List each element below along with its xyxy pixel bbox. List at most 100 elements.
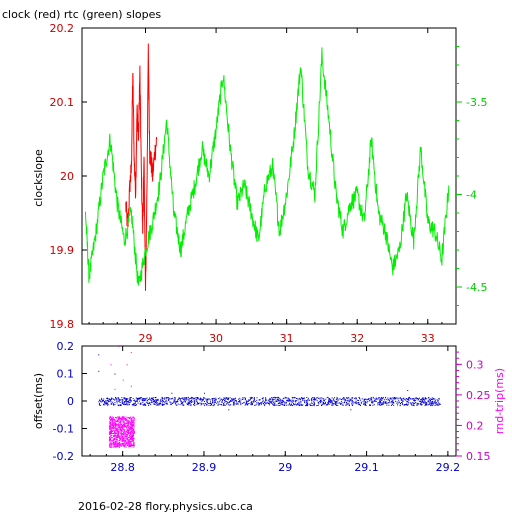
point-offset [313,401,315,403]
point-rnd-trip [122,440,124,442]
point-offset [98,404,100,405]
point-offset [435,402,437,404]
point-rnd-trip [131,430,133,432]
point-rnd-trip [115,435,117,437]
point-offset [309,403,311,405]
point-rnd-trip [133,443,134,445]
point-offset [300,403,302,405]
point-rnd-trip [117,433,119,435]
point-offset [217,404,219,406]
point-offset [341,399,342,400]
point-rnd-trip [116,429,118,431]
point-offset [299,399,301,401]
point-rnd-trip [129,439,131,441]
point-offset [198,403,199,405]
point-rnd-trip [120,430,122,432]
point-offset [269,399,271,401]
point-rnd-trip [133,443,135,445]
point-offset [188,400,190,402]
point-offset [165,402,167,404]
point-rnd-trip [120,432,122,434]
point-offset [251,397,253,399]
point-rnd-trip [115,421,117,423]
point-offset [313,405,315,407]
point-offset [422,401,423,403]
point-offset [101,399,103,401]
point-offset [177,400,179,402]
top-x-tick-label: 29 [139,332,153,345]
point-offset [193,398,194,400]
point-offset [400,403,401,404]
point-offset [308,400,310,401]
point-offset [169,398,171,400]
point-offset [287,397,289,399]
point-offset [253,398,255,400]
point-offset [284,396,286,398]
point-rnd-trip [133,438,135,440]
point-offset [125,401,127,402]
point-offset [292,399,294,401]
point-offset [166,397,168,398]
point-offset [223,404,225,406]
point-rnd-trip [127,431,129,433]
point-rnd-trip [112,424,114,426]
point-offset [219,404,221,405]
point-rnd-trip [130,439,132,440]
point-rnd-trip [133,445,135,447]
point-offset [127,398,129,400]
point-offset [298,401,300,403]
point-offset [305,403,307,405]
point-rnd-trip [110,420,112,422]
point-rnd-trip [132,439,134,441]
point-offset [166,403,168,405]
point-offset [333,399,335,401]
point-rnd-trip [110,421,112,423]
top-x-tick-label: 32 [350,332,364,345]
point-offset [206,398,208,400]
point-offset [258,404,260,406]
point-rnd-trip [114,441,116,443]
point-offset [124,398,126,400]
point-offset [101,397,103,399]
point-rnd-trip [128,435,130,437]
point-rnd-trip [125,436,127,438]
point-offset [431,402,433,404]
point-offset [402,398,404,399]
point-rnd-trip [111,425,113,427]
point-offset [306,401,308,403]
point-rnd-trip [133,422,135,424]
point-offset [246,403,248,405]
point-offset [147,402,149,404]
point-offset [269,402,271,404]
point-offset [382,403,384,405]
point-offset [369,400,371,401]
point-offset [339,398,341,400]
point-offset [175,403,176,405]
point-rnd-trip [131,419,133,421]
point-offset [168,399,169,401]
point-offset [190,396,192,398]
point-offset [347,398,349,400]
point-offset [300,401,302,403]
point-offset [212,398,214,400]
point-offset [263,403,264,404]
point-offset [427,400,429,402]
point-offset [224,398,226,399]
point-offset [340,403,342,405]
point-offset [364,403,366,405]
point-offset [232,402,234,404]
point-offset [148,399,150,400]
point-rnd-trip [121,417,123,419]
point-offset [273,401,275,403]
point-offset [160,403,162,405]
point-offset [343,398,345,400]
point-offset [165,403,167,405]
point-rnd-trip [126,439,128,441]
point-offset [381,404,383,406]
point-offset [303,397,305,399]
point-rnd-trip [117,430,119,432]
point-offset [193,400,195,402]
point-offset [123,397,125,399]
point-rnd-trip [123,416,125,418]
point-offset [136,401,138,402]
